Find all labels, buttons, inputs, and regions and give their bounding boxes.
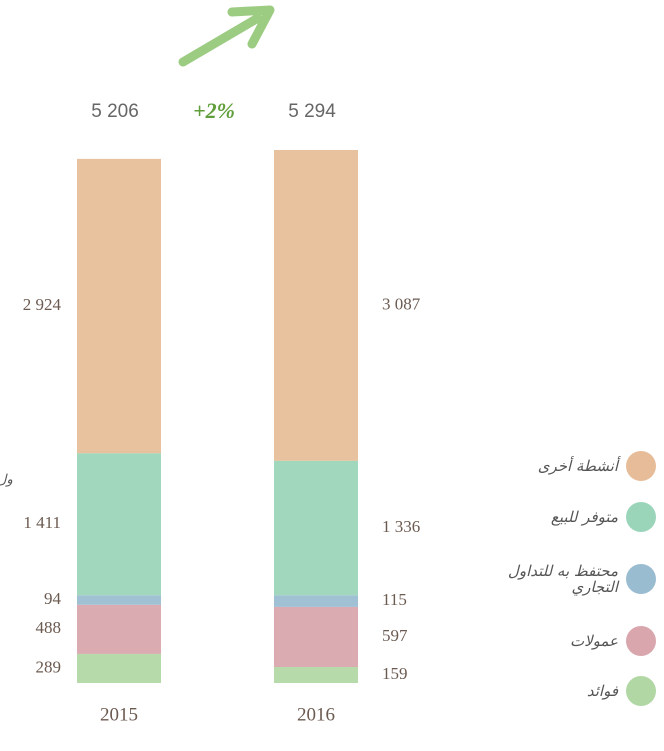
cut-annotation: ول bbox=[0, 473, 13, 488]
legend-label: أنشطة أخرى bbox=[538, 458, 618, 474]
legend-item: متوفر للبيع bbox=[440, 502, 656, 532]
bar-segment bbox=[77, 654, 161, 683]
year-label: 2015 bbox=[100, 704, 138, 725]
legend-item: محتفظ به للتداول التجاري bbox=[440, 563, 656, 595]
bar-segment bbox=[77, 453, 161, 595]
legend-label: عمولات bbox=[570, 633, 618, 649]
bar-segment bbox=[274, 461, 358, 596]
year-label: 2016 bbox=[297, 704, 335, 725]
bar-segment bbox=[274, 595, 358, 607]
infographic: 289 488 94 1 411 2 924 5 206 2015 159 597 115 1 33… bbox=[0, 0, 664, 751]
legend-swatch bbox=[626, 564, 656, 594]
value-label: 488 bbox=[36, 618, 62, 637]
bar-segment bbox=[77, 595, 161, 604]
legend-label: فوائد bbox=[587, 683, 618, 699]
bar-segment bbox=[274, 607, 358, 667]
legend-item: أنشطة أخرى bbox=[440, 451, 656, 481]
legend-swatch bbox=[626, 626, 656, 656]
legend-label: محتفظ به للتداول التجاري bbox=[478, 563, 618, 595]
value-label: 94 bbox=[44, 589, 62, 608]
bar-segment bbox=[274, 667, 358, 683]
legend-swatch bbox=[626, 676, 656, 706]
legend-swatch bbox=[626, 502, 656, 532]
value-label: 597 bbox=[382, 626, 408, 645]
growth-arrow bbox=[183, 10, 270, 62]
value-label: 289 bbox=[36, 657, 62, 676]
total-label: 5 206 bbox=[91, 101, 139, 122]
legend-item: فوائد bbox=[440, 676, 656, 706]
value-label: 1 336 bbox=[382, 517, 420, 536]
value-label: 3 087 bbox=[382, 294, 421, 313]
bar-segment bbox=[77, 605, 161, 654]
bar-segment bbox=[77, 159, 161, 453]
legend-swatch bbox=[626, 451, 656, 481]
total-label: 5 294 bbox=[288, 101, 336, 122]
value-label: 2 924 bbox=[23, 295, 62, 314]
bar-segment bbox=[274, 150, 358, 461]
value-label: 159 bbox=[382, 664, 408, 683]
value-label: 115 bbox=[382, 590, 407, 609]
value-label: 1 411 bbox=[23, 513, 61, 532]
change-label: +2% bbox=[193, 98, 235, 123]
legend-label: متوفر للبيع bbox=[551, 509, 618, 525]
legend-item: عمولات bbox=[440, 626, 656, 656]
